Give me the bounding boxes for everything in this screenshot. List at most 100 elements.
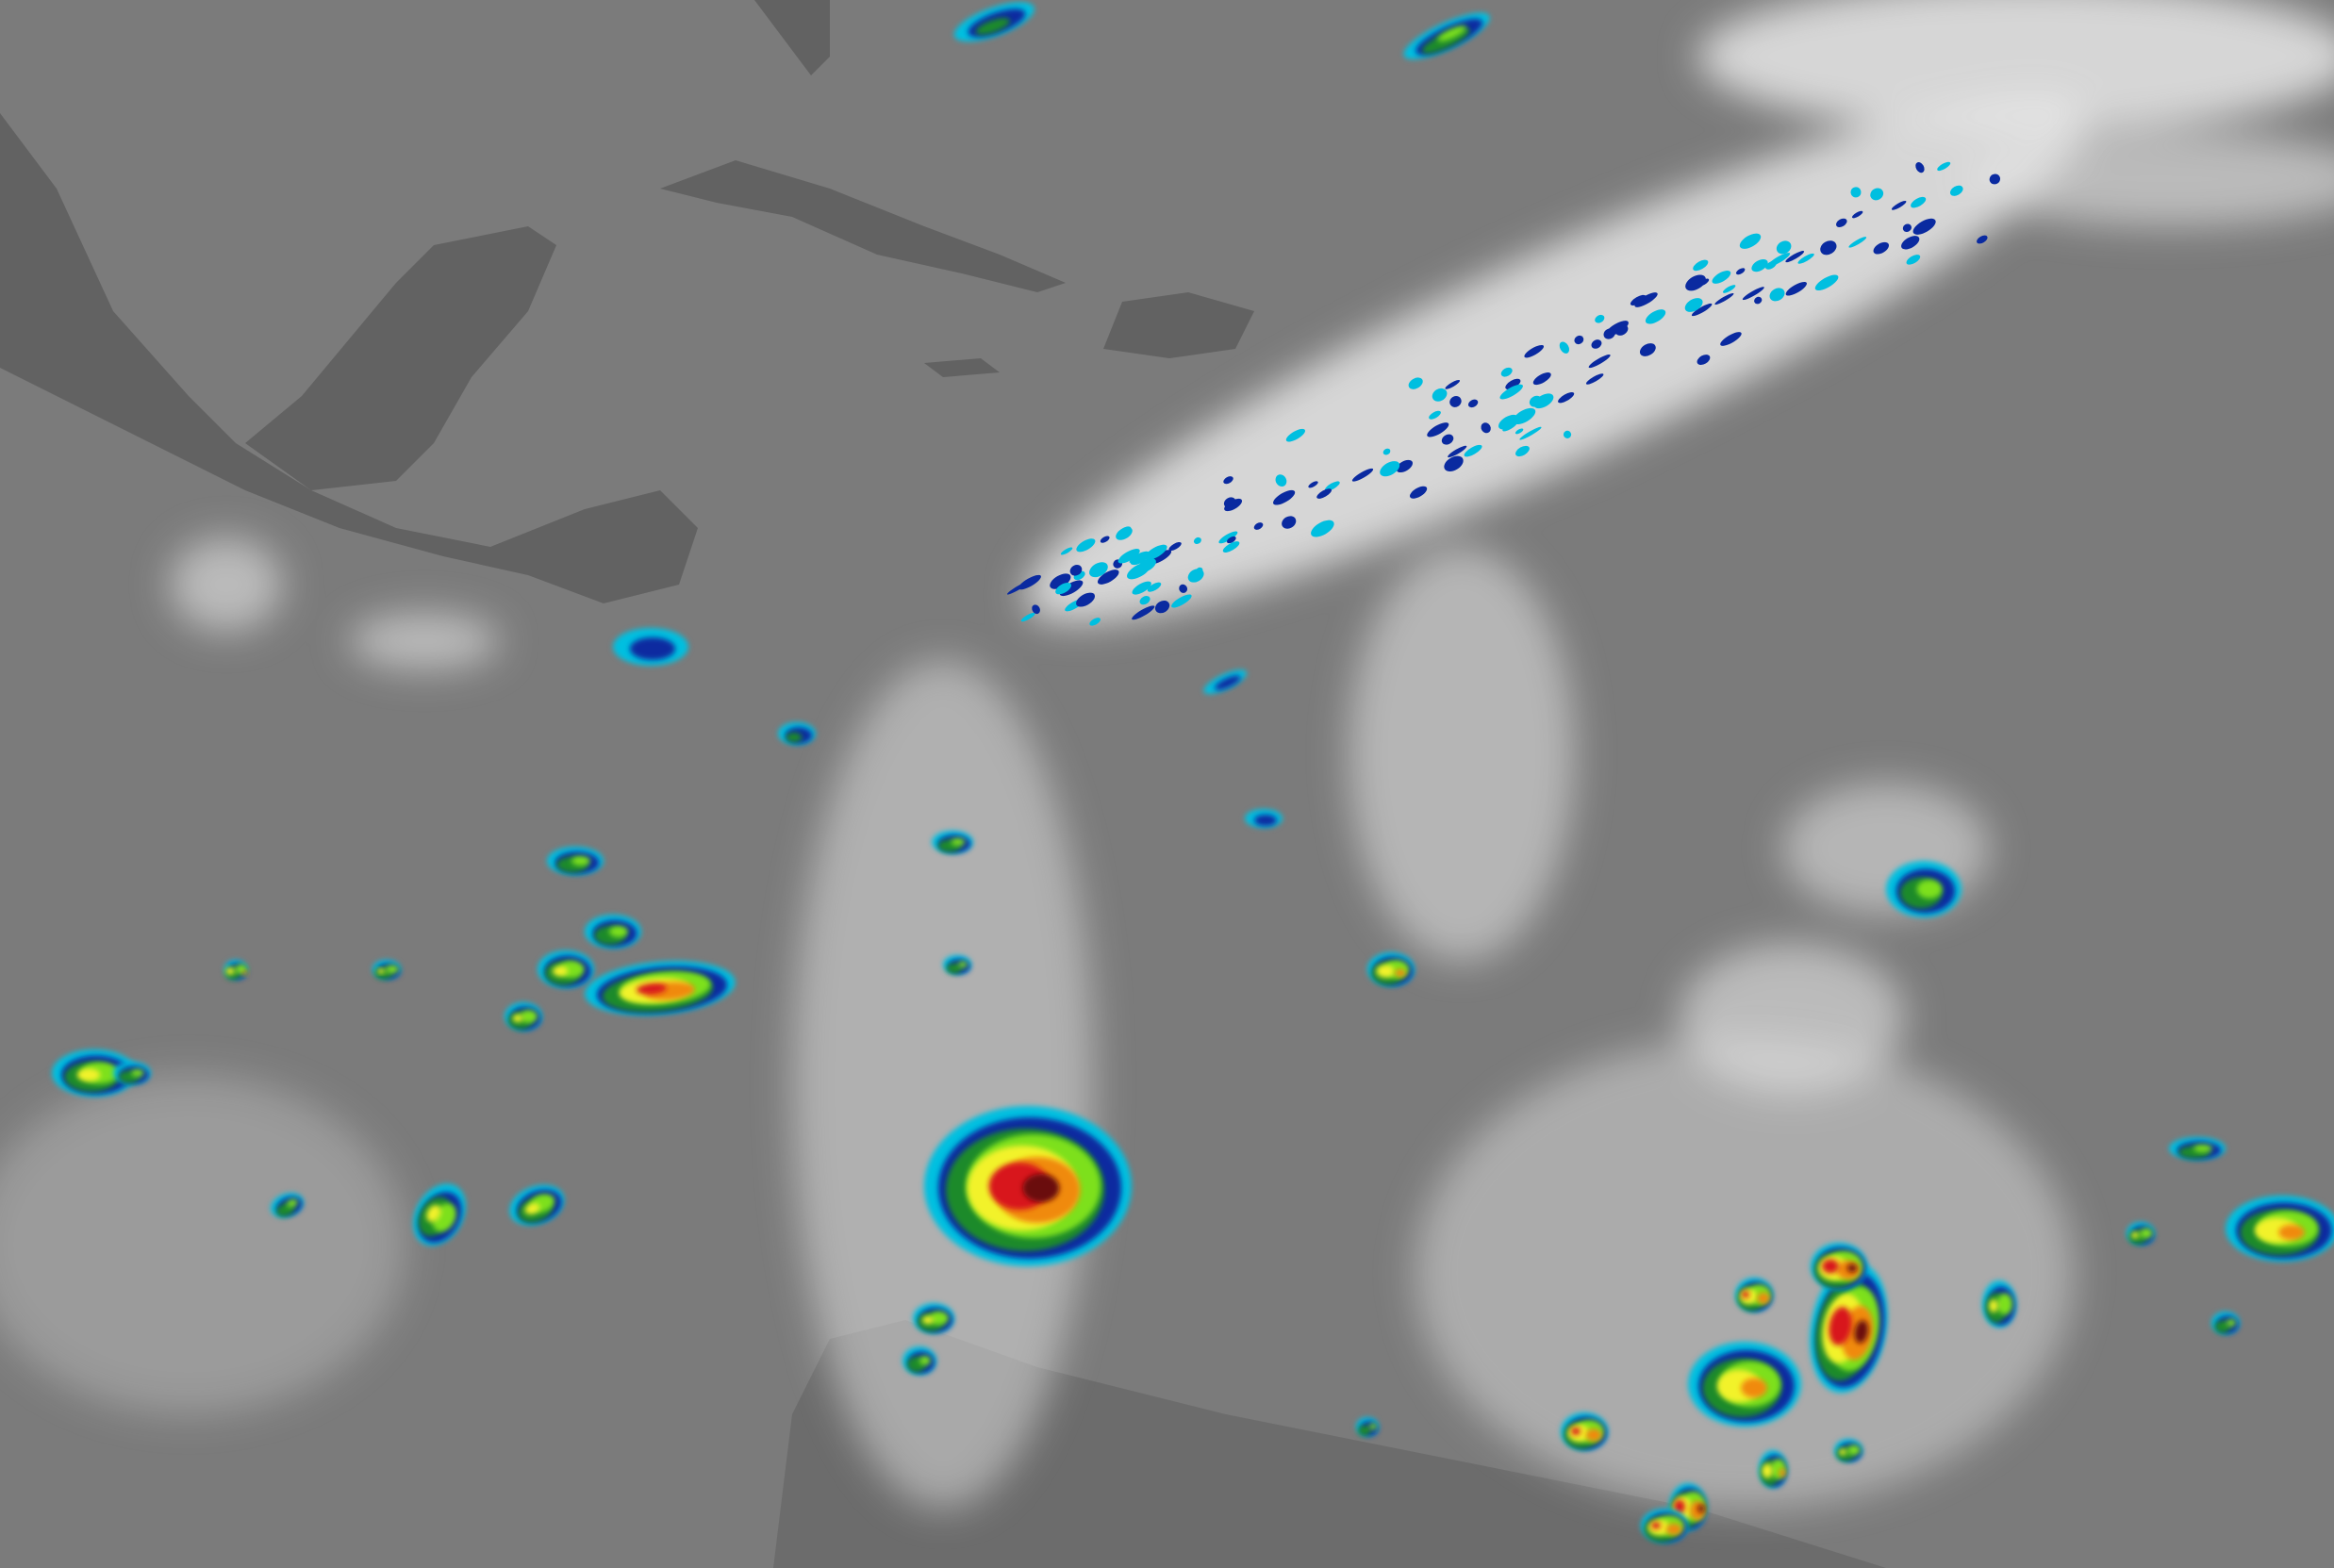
cell-intensity-ring <box>76 1068 101 1081</box>
cold-cloud-speck <box>1117 549 1140 564</box>
cold-cloud-speck <box>1529 395 1543 407</box>
cold-cloud-speck <box>1168 541 1182 552</box>
cold-cloud-speck <box>1444 455 1464 471</box>
cold-cloud-speck <box>1873 241 1890 255</box>
convective-cell <box>778 722 816 745</box>
cell-intensity-ring <box>1651 1522 1661 1529</box>
cell-intensity-ring <box>786 732 803 743</box>
cell-intensity-ring <box>930 1311 949 1326</box>
cold-cloud-speck <box>1382 448 1391 455</box>
cold-cloud-speck <box>1499 384 1523 400</box>
convective-cell <box>953 2 1035 41</box>
cell-intensity-ring <box>1571 1428 1581 1435</box>
cold-cloud-speck <box>1222 541 1240 553</box>
land-yucatan <box>245 226 556 490</box>
cold-cloud-speck <box>1179 584 1188 593</box>
cold-cloud-speck <box>1282 516 1297 529</box>
cell-intensity-ring <box>1741 1378 1767 1398</box>
cell-intensity-ring <box>1742 1291 1749 1298</box>
land-jamaica <box>924 358 1000 377</box>
cell-intensity-ring <box>571 856 590 866</box>
cell-intensity-ring <box>951 838 966 846</box>
cold-cloud-speck <box>1500 367 1513 377</box>
cold-cloud-speck <box>1427 422 1449 437</box>
cold-cloud-speck <box>1685 274 1706 291</box>
cold-cloud-speck <box>1195 567 1203 574</box>
cold-cloud-speck <box>1591 339 1602 349</box>
convective-cell <box>1810 1262 1888 1394</box>
cold-cloud-speck <box>1697 355 1711 366</box>
cold-cloud-speck <box>1132 581 1151 595</box>
convective-cell <box>1886 861 1962 917</box>
cold-cloud-speck <box>1351 468 1374 482</box>
cold-cloud-speck <box>1989 173 2001 185</box>
cold-cloud-speck <box>1410 486 1428 499</box>
cold-cloud-speck <box>1273 489 1296 505</box>
convective-cell <box>1811 1243 1867 1290</box>
cold-cloud-speck <box>1563 430 1572 438</box>
convective-cell <box>413 1183 466 1246</box>
cold-cloud-speck <box>1902 223 1912 232</box>
cell-intensity-ring <box>287 1198 298 1208</box>
cold-cloud-speck <box>1901 236 1920 250</box>
cold-cloud-speck <box>1797 253 1814 264</box>
cell-intensity-ring <box>520 1010 538 1023</box>
convective-cell <box>585 915 641 949</box>
cell-intensity-ring <box>1358 1425 1371 1436</box>
cold-cloud-speck <box>1020 612 1035 622</box>
cold-cloud-speck <box>1870 188 1884 201</box>
cold-cloud-speck <box>1836 218 1847 227</box>
convective-cell <box>613 628 688 666</box>
convective-cell <box>505 1002 542 1031</box>
cold-cloud-speck <box>1911 196 1927 208</box>
cold-cloud-speck <box>1739 233 1762 249</box>
cold-cloud-speck <box>1069 565 1083 576</box>
cell-intensity-ring <box>386 965 399 974</box>
cell-intensity-ring <box>1376 965 1395 978</box>
cold-cloud-speck <box>1722 285 1736 293</box>
cold-cloud-speck <box>1634 292 1658 307</box>
cold-cloud-speck <box>1513 407 1536 425</box>
cell-intensity-ring <box>946 963 963 974</box>
convective-cell <box>224 960 248 980</box>
cold-cloud-speck <box>1720 332 1742 346</box>
cold-cloud-speck <box>1684 298 1703 312</box>
convective-cell <box>113 1062 151 1084</box>
cold-cloud-speck <box>1714 292 1734 305</box>
cold-cloud-speck <box>1820 240 1837 256</box>
convective-cell <box>1834 1439 1862 1461</box>
convective-cell <box>1203 669 1248 695</box>
cold-cloud-speck <box>1588 355 1611 369</box>
cold-cloud-speck <box>1851 210 1863 219</box>
cold-cloud-speck <box>1850 187 1862 198</box>
cell-intensity-ring <box>426 1205 441 1222</box>
convective-cell <box>547 847 604 875</box>
cold-cloud-speck <box>1558 391 1575 404</box>
cold-cloud-speck <box>1089 562 1108 578</box>
land-central-america <box>0 113 698 603</box>
cloud-band-east <box>1962 132 2334 226</box>
convective-cell <box>1982 1280 2016 1328</box>
cold-cloud-speck <box>1139 596 1150 605</box>
cold-cloud-speck <box>1848 237 1867 248</box>
convective-cell <box>585 961 736 1015</box>
cold-cloud-speck <box>1751 258 1768 272</box>
convective-cell <box>1245 809 1283 828</box>
cold-cloud-speck <box>1089 618 1101 626</box>
cell-intensity-ring <box>1854 1320 1869 1344</box>
convective-cell <box>2127 1222 2155 1245</box>
cold-cloud-speck <box>1380 461 1400 477</box>
cold-cloud-speck <box>1519 426 1542 440</box>
convective-cell <box>1403 12 1490 59</box>
convective-cell <box>924 1106 1132 1266</box>
cell-intensity-ring <box>1989 1299 1998 1312</box>
cold-cloud-speck <box>1767 253 1791 267</box>
cold-cloud-speck <box>1060 547 1073 555</box>
cold-cloud-speck <box>1505 378 1521 390</box>
convective-cell <box>1688 1342 1801 1427</box>
cold-cloud-speck <box>1100 536 1110 543</box>
cold-cloud-speck <box>1076 538 1096 553</box>
cloud-field-midwest <box>349 613 500 669</box>
convective-cell <box>52 1049 137 1097</box>
